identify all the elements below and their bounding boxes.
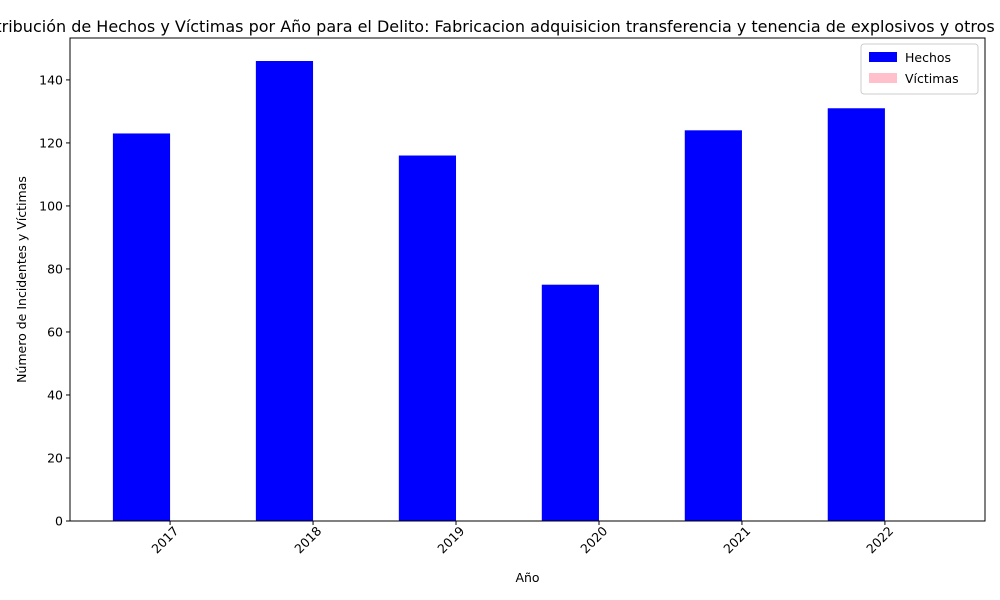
bar-hechos-2021 xyxy=(684,130,742,521)
y-tick-label: 100 xyxy=(39,198,63,213)
plot-area xyxy=(112,61,885,521)
bar-hechos-2017 xyxy=(112,133,171,521)
y-tick-label: 60 xyxy=(47,324,63,339)
bar-hechos-2020 xyxy=(541,284,599,521)
bar-hechos-2019 xyxy=(398,155,457,521)
x-tick-label: 2020 xyxy=(577,523,610,556)
x-tick-label: 2021 xyxy=(720,523,753,556)
x-axis-label: Año xyxy=(515,570,539,585)
y-axis-label: Número de Incidentes y Víctimas xyxy=(14,176,29,383)
y-tick-label: 120 xyxy=(39,135,63,150)
y-tick-label: 140 xyxy=(39,72,63,87)
y-tick-label: 80 xyxy=(47,261,63,276)
x-tick-label: 2022 xyxy=(863,523,896,556)
x-axis: 2017 2018 2019 2020 2021 2022 xyxy=(148,521,896,556)
y-tick-label: 40 xyxy=(47,387,63,402)
y-tick-label: 20 xyxy=(47,450,63,465)
legend-label-hechos: Hechos xyxy=(905,50,951,65)
bar-hechos-2018 xyxy=(255,61,314,521)
x-tick-label: 2019 xyxy=(434,523,467,556)
legend-swatch-hechos xyxy=(869,52,897,62)
y-tick-label: 0 xyxy=(55,514,63,529)
y-axis: 0 20 40 60 80 100 120 140 xyxy=(39,72,70,529)
x-tick-label: 2017 xyxy=(148,523,181,556)
chart-title: Distribución de Hechos y Víctimas por Añ… xyxy=(0,17,1000,36)
x-tick-label: 2018 xyxy=(291,523,324,556)
plot-frame xyxy=(69,37,986,522)
legend-label-víctimas: Víctimas xyxy=(905,71,959,86)
bar-hechos-2022 xyxy=(827,108,885,521)
legend: Hechos Víctimas xyxy=(860,43,979,95)
legend-swatch-víctimas xyxy=(869,73,897,83)
